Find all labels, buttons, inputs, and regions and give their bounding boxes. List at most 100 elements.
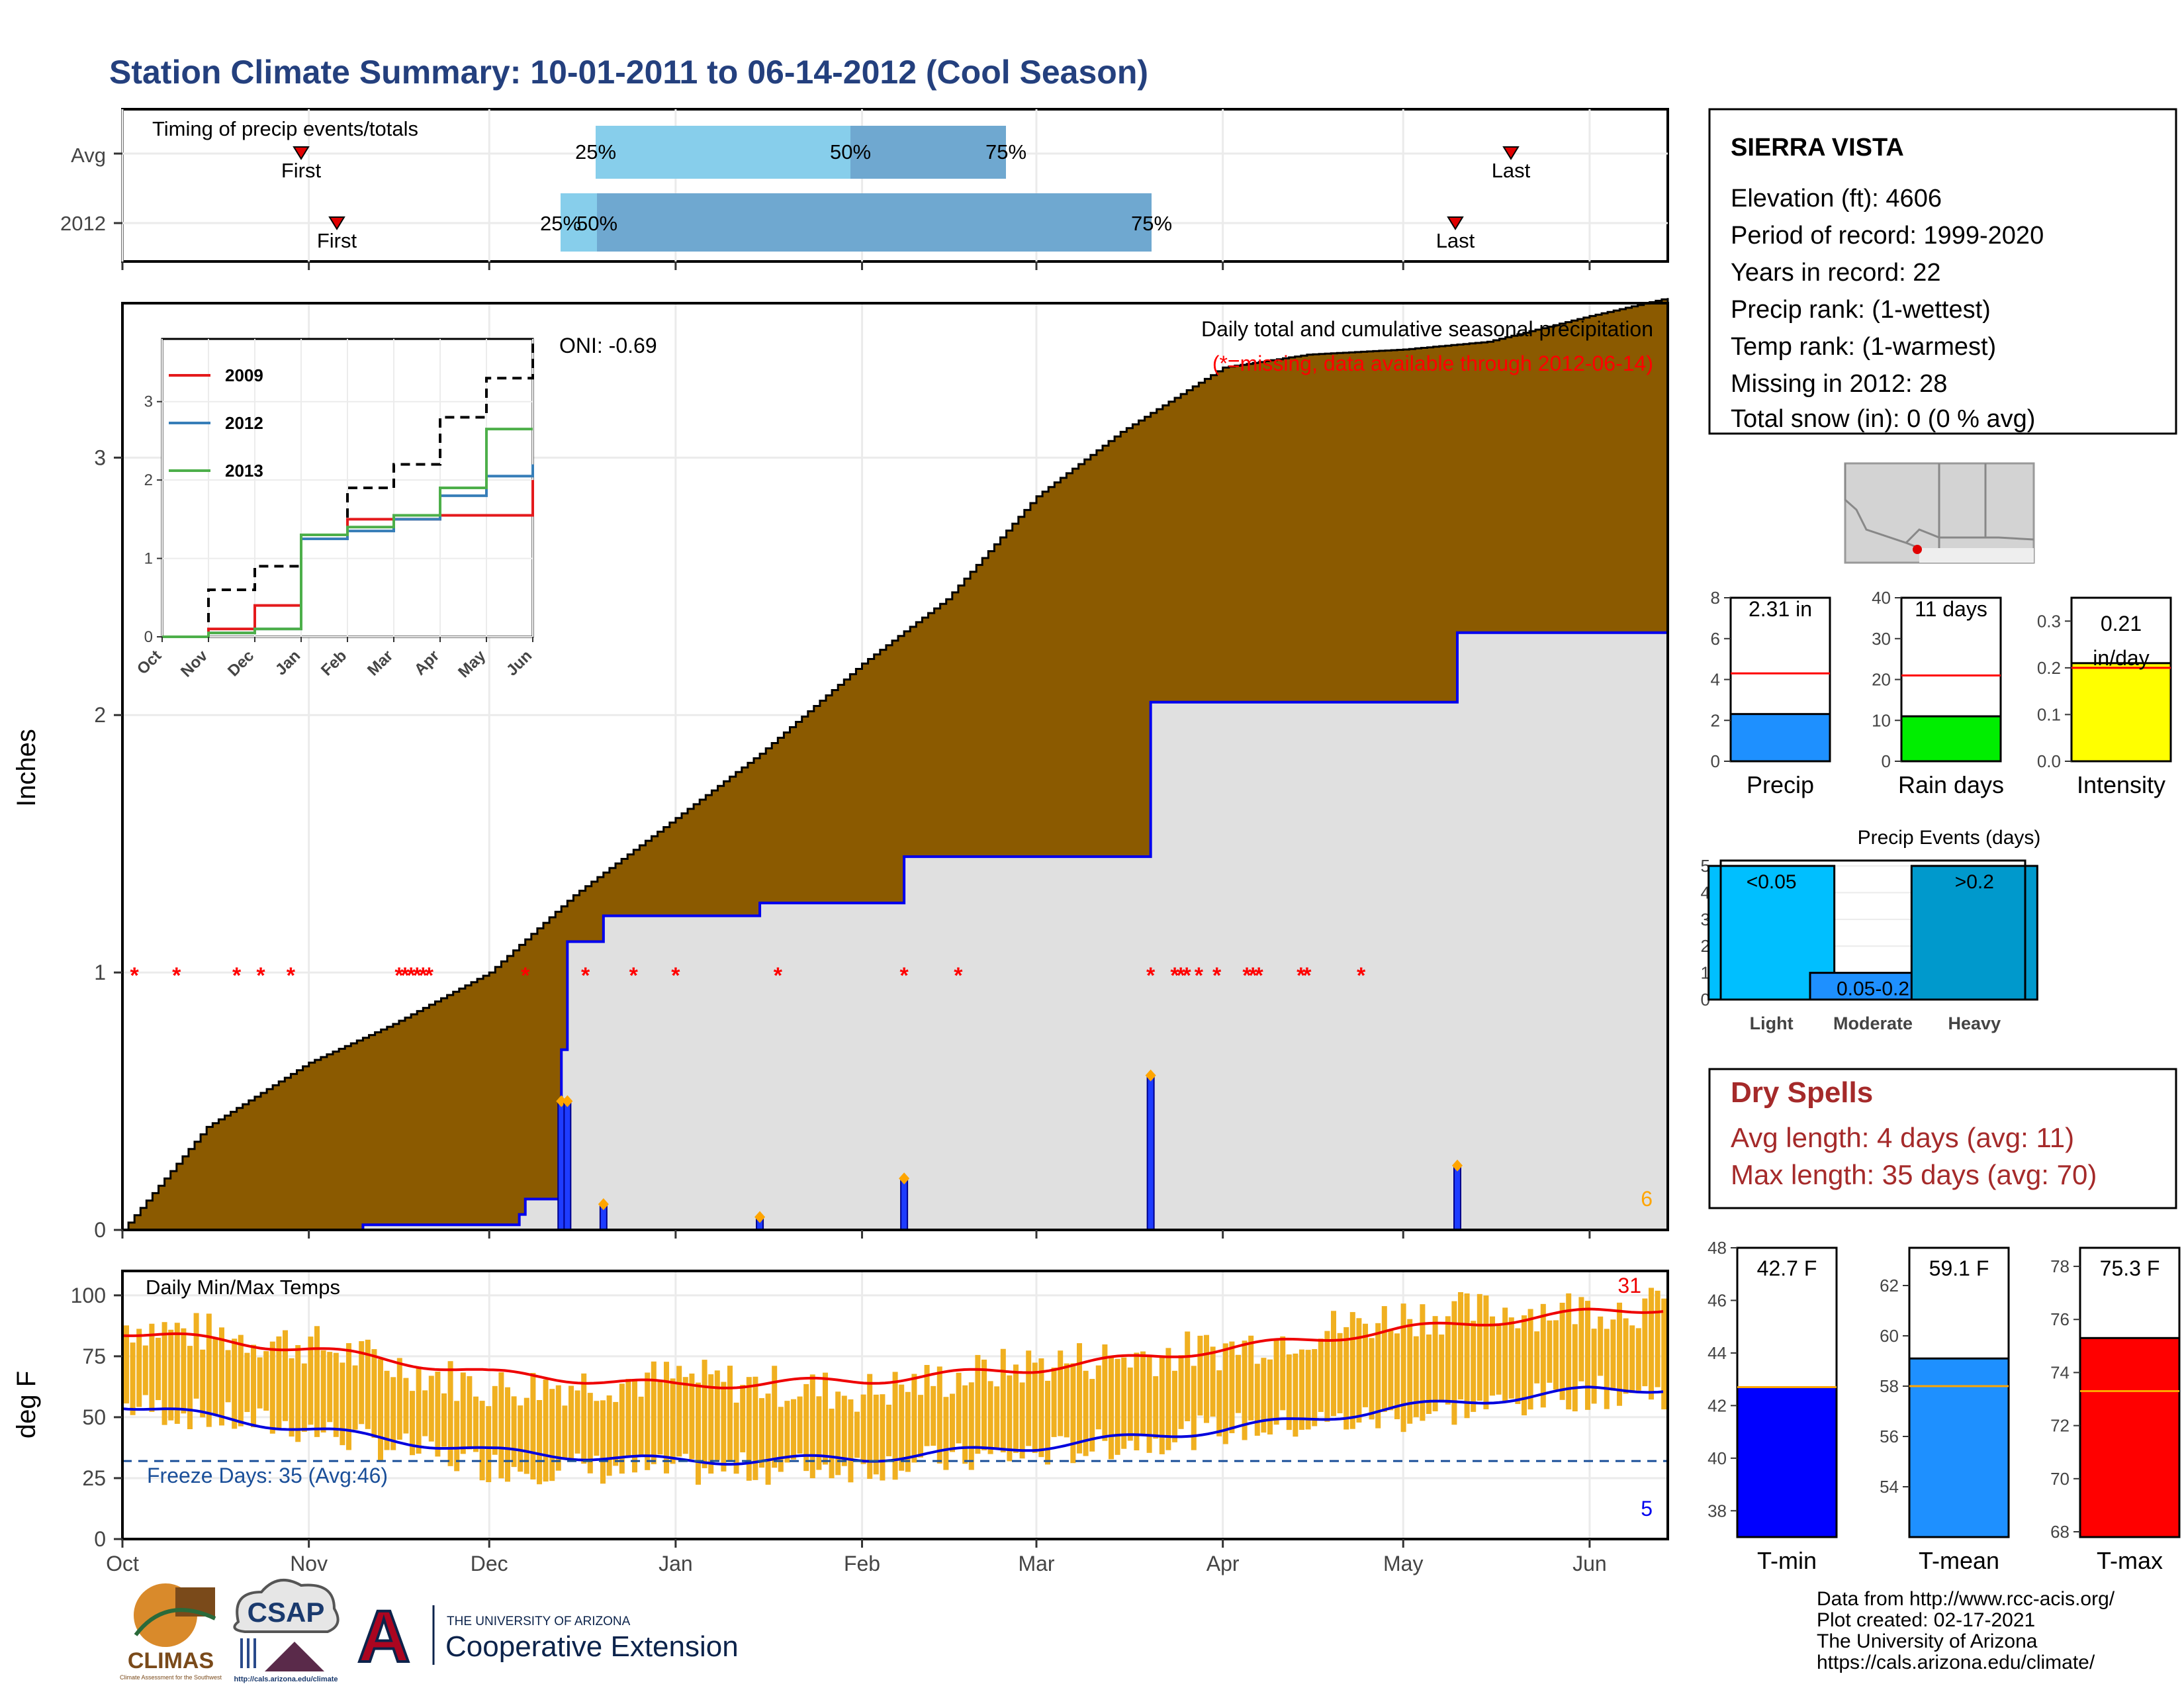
- temp-summary-y-tick-label: 56: [1880, 1427, 1899, 1446]
- mini-bar-y-tick-label: 20: [1872, 670, 1891, 690]
- station-location-marker: [1913, 545, 1922, 554]
- x-month-label: Nov: [290, 1552, 328, 1575]
- daily-temp-bar: [530, 1373, 536, 1480]
- daily-temp-bar: [860, 1394, 866, 1464]
- daily-temp-bar: [1305, 1350, 1311, 1430]
- temp-summary-label: T-max: [2097, 1547, 2163, 1574]
- daily-temp-bar: [435, 1372, 441, 1457]
- daily-temp-bar: [1426, 1334, 1432, 1414]
- normal-max-line: [122, 1307, 1664, 1389]
- daily-temp-bar: [740, 1385, 746, 1452]
- daily-temp-bar: [1490, 1316, 1495, 1396]
- timing-2012-p50: 50%: [576, 212, 617, 235]
- daily-temp-bar: [987, 1381, 993, 1454]
- daily-temp-bar: [1134, 1352, 1140, 1451]
- mini-bar-value-label: 11 days: [1915, 597, 1987, 621]
- daily-temp-bar: [181, 1328, 187, 1414]
- daily-temp-bar: [371, 1349, 377, 1438]
- daily-temp-bar: [943, 1397, 949, 1470]
- x-month-label: Jan: [659, 1552, 693, 1575]
- daily-temp-bar: [1598, 1316, 1604, 1376]
- missing-data-marker: *: [413, 963, 422, 988]
- temp-y-axis-label: deg F: [12, 1371, 41, 1438]
- temp-summary-y-tick-label: 76: [2050, 1309, 2070, 1329]
- daily-temp-bar: [1197, 1335, 1203, 1416]
- footer-line: The University of Arizona: [1817, 1630, 2038, 1652]
- temp-summary-y-tick-label: 58: [1880, 1376, 1899, 1396]
- daily-temp-bar: [301, 1363, 307, 1432]
- mini-bar-value-label: in/day: [2093, 646, 2149, 670]
- temp-panel-title: Daily Min/Max Temps: [146, 1276, 340, 1299]
- daily-temp-bar: [1058, 1350, 1064, 1436]
- daily-temp-bar: [232, 1338, 238, 1429]
- daily-precip-bar: [1453, 1164, 1462, 1231]
- daily-temp-bar: [1400, 1303, 1406, 1432]
- daily-temp-bar: [1216, 1370, 1222, 1436]
- daily-temp-bar: [1540, 1303, 1546, 1408]
- missing-data-marker: *: [1255, 963, 1264, 988]
- precip-event-category: Moderate: [1833, 1013, 1913, 1033]
- daily-temp-bar: [670, 1378, 676, 1464]
- daily-temp-bar: [422, 1390, 428, 1436]
- daily-temp-bar: [752, 1376, 758, 1480]
- daily-temp-bar: [1496, 1325, 1502, 1395]
- timing-avg-first-label: First: [281, 159, 322, 182]
- dry-spells-box: Dry Spells Avg length: 4 days (avg: 11) …: [1708, 1068, 2177, 1209]
- inset-series-line: [162, 428, 533, 638]
- precip-event-bar: [1910, 865, 2038, 1001]
- daily-temp-bar: [320, 1350, 326, 1432]
- daily-temp-bar: [1349, 1312, 1355, 1429]
- daily-temp-bar: [1191, 1366, 1197, 1450]
- daily-temp-bar: [613, 1401, 619, 1466]
- daily-temp-bar: [1655, 1290, 1661, 1387]
- station-line: Total snow (in): 0 (0 % avg): [1731, 405, 2035, 433]
- daily-temp-bar: [473, 1396, 478, 1452]
- daily-temp-bar: [1312, 1349, 1318, 1427]
- oni-value: ONI: -0.69: [559, 334, 657, 357]
- daily-temp-bar: [1236, 1354, 1241, 1413]
- daily-temp-bar: [1337, 1333, 1343, 1413]
- precip-events-title: Precip Events (days): [1858, 827, 2041, 849]
- temp-summary-y-tick-label: 48: [1707, 1238, 1727, 1258]
- daily-temp-bar: [1522, 1315, 1527, 1416]
- daily-temp-bar: [269, 1341, 275, 1434]
- inset-legend-label: 2012: [225, 413, 263, 433]
- season-summary-bars: 0 2 4 6 8 2.31 in Precip 0 10 20 30 40 11 days Rain d…: [1711, 588, 2172, 798]
- precip-y-tick-label: 1: [94, 961, 106, 984]
- daily-temp-bar: [746, 1377, 752, 1481]
- inset-average-line: [162, 339, 534, 638]
- climas-logo-swoosh: [134, 1608, 216, 1636]
- mini-bar-chart: 0.0 0.1 0.2 0.3 0.21 in/day Intensity: [2037, 596, 2172, 798]
- timing-2012-first-marker: [328, 216, 345, 230]
- daily-temp-bar: [765, 1393, 771, 1485]
- daily-temp-bar: [543, 1380, 549, 1482]
- footer-line: https://cals.arizona.edu/climate/: [1817, 1652, 2095, 1673]
- daily-temp-bar: [1204, 1335, 1209, 1423]
- mini-bar-value: [2070, 662, 2172, 763]
- temp-summary-label: T-min: [1757, 1547, 1817, 1574]
- missing-data-marker: *: [256, 963, 265, 988]
- daily-temp-bar: [479, 1401, 485, 1481]
- daily-temp-bar: [1381, 1306, 1387, 1412]
- daily-temp-bar: [778, 1407, 784, 1472]
- timing-avg-last-marker: [1502, 146, 1520, 160]
- daily-temp-bar: [1356, 1318, 1362, 1423]
- temp-summary-y-tick-label: 54: [1880, 1477, 1899, 1497]
- temp-summary-value-label: 59.1 F: [1929, 1256, 1989, 1280]
- daily-temp-bar: [892, 1372, 898, 1480]
- daily-precip-marker: [899, 1172, 910, 1185]
- missing-data-marker: *: [232, 963, 242, 988]
- daily-temp-bar: [1095, 1365, 1101, 1430]
- daily-temp-bar: [1464, 1293, 1470, 1419]
- missing-data-marker: *: [629, 963, 639, 988]
- daily-temp-bar: [523, 1397, 529, 1474]
- daily-temp-bar: [708, 1374, 714, 1474]
- missing-data-marker: *: [1212, 963, 1222, 988]
- daily-temp-bar: [918, 1395, 923, 1458]
- daily-temp-bar: [454, 1401, 460, 1472]
- daily-temp-bar: [1649, 1288, 1654, 1400]
- timing-row-avg-label: Avg: [71, 144, 106, 167]
- csap-cloud-icon: [233, 1579, 340, 1633]
- daily-temp-bar: [835, 1391, 841, 1476]
- daily-temp-bar: [1604, 1329, 1610, 1409]
